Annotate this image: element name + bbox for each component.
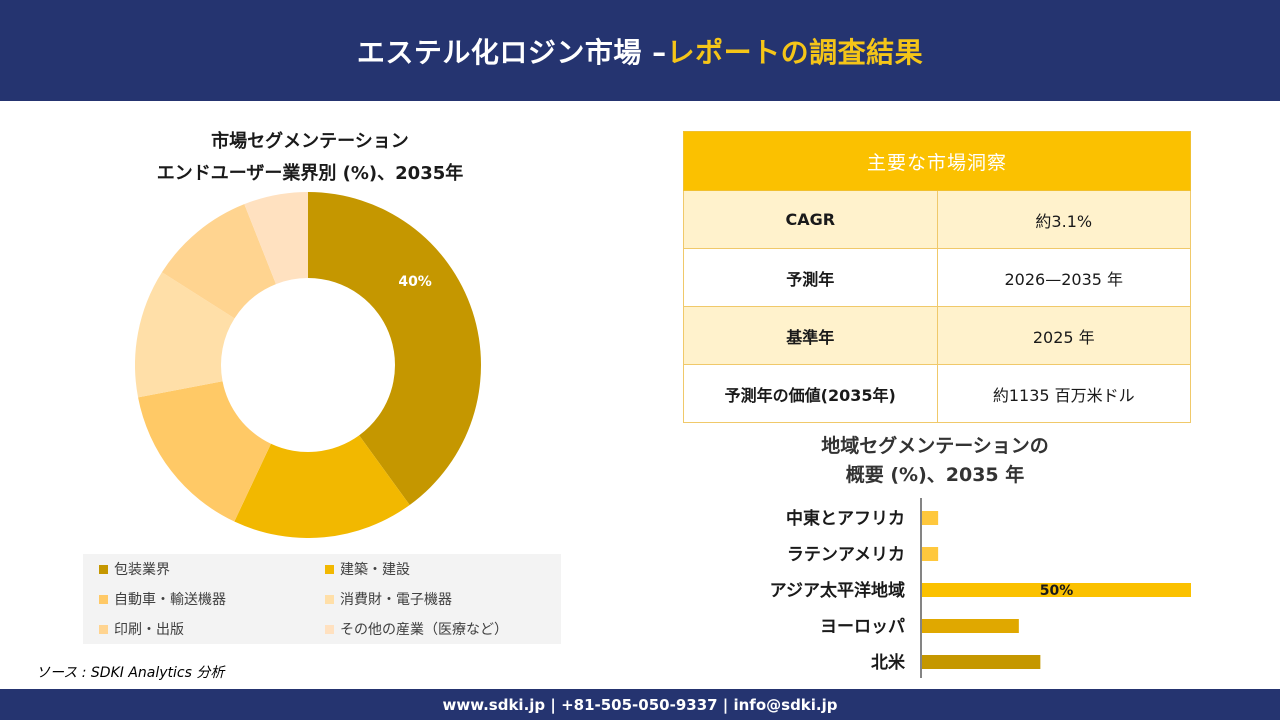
legend-label: 建築・建設 bbox=[340, 562, 410, 578]
page-title: エステル化ロジン市場 –レポートの調査結果 bbox=[357, 31, 923, 71]
donut-slice bbox=[161, 204, 276, 319]
table-row: 予測年の価値(2035年) 約1135 百万米ドル bbox=[683, 364, 1191, 423]
title-accent: レポートの調査結果 bbox=[666, 35, 924, 69]
legend-item: 建築・建設 bbox=[325, 554, 551, 584]
donut-slice bbox=[244, 192, 308, 285]
legend-label: 自動車・輸送機器 bbox=[114, 592, 226, 608]
header-banner: エステル化ロジン市場 –レポートの調査結果 bbox=[0, 0, 1280, 101]
bar-title-line1: 地域セグメンテーションの bbox=[821, 435, 1049, 457]
insight-key: CAGR bbox=[683, 190, 938, 249]
donut-slice bbox=[308, 192, 481, 505]
donut-title-line2: エンドユーザー業界別 (%)、2035年 bbox=[156, 163, 464, 184]
donut-slice bbox=[138, 381, 271, 522]
donut-chart-title: 市場セグメンテーション エンドユーザー業界別 (%)、2035年 bbox=[140, 126, 480, 190]
donut-chart-svg: 40% bbox=[135, 192, 481, 538]
legend-item: 印刷・出版 bbox=[99, 614, 325, 644]
insights-heading: 主要な市場洞察 bbox=[683, 131, 1191, 191]
legend-swatch bbox=[99, 624, 108, 634]
insight-value: 約3.1% bbox=[936, 190, 1191, 249]
insight-key: 予測年 bbox=[683, 248, 938, 307]
title-main: エステル化ロジン市場 – bbox=[356, 35, 667, 69]
donut-title-line1: 市場セグメンテーション bbox=[211, 131, 409, 152]
legend-item: 消費財・電子機器 bbox=[325, 584, 551, 614]
legend-label: 包装業界 bbox=[114, 562, 170, 578]
insight-value: 2026—2035 年 bbox=[936, 248, 1191, 307]
insight-value: 2025 年 bbox=[936, 306, 1191, 365]
donut-data-label: 40% bbox=[398, 274, 432, 290]
donut-slice bbox=[135, 272, 235, 398]
insight-value: 約1135 百万米ドル bbox=[936, 364, 1191, 423]
footer-contact[interactable]: www.sdki.jp | +81-505-050-9337 | info@sd… bbox=[442, 695, 838, 714]
bar-category-label: ヨーロッパ bbox=[820, 617, 905, 637]
donut-slice bbox=[234, 435, 410, 538]
legend-swatch bbox=[99, 564, 108, 574]
bar bbox=[922, 511, 939, 525]
source-note: ソース : SDKI Analytics 分析 bbox=[36, 665, 225, 681]
legend-label: 印刷・出版 bbox=[114, 622, 184, 638]
bar-title-line2: 概要 (%)、2035 年 bbox=[845, 464, 1025, 486]
donut-legend: 包装業界 建築・建設自動車・輸送機器 消費財・電子機器印刷・出版 その他の産業（医療な… bbox=[83, 554, 561, 644]
bar-category-label: 中東とアフリカ bbox=[786, 508, 905, 529]
bar-category-label: アジア太平洋地域 bbox=[770, 580, 905, 601]
legend-swatch bbox=[325, 594, 334, 604]
insight-key: 予測年の価値(2035年) bbox=[683, 364, 938, 423]
legend-item: その他の産業（医療など） bbox=[325, 614, 551, 644]
donut-chart: 40% bbox=[135, 192, 481, 538]
footer-banner: www.sdki.jp | +81-505-050-9337 | info@sd… bbox=[0, 689, 1280, 720]
bar-category-label: 北米 bbox=[871, 652, 906, 673]
table-row: CAGR 約3.1% bbox=[683, 190, 1191, 249]
bar-data-label: 50% bbox=[1040, 583, 1074, 599]
legend-item: 包装業界 bbox=[99, 554, 325, 584]
bar bbox=[922, 655, 1041, 669]
legend-swatch bbox=[325, 624, 334, 634]
legend-label: 消費財・電子機器 bbox=[340, 592, 452, 608]
bar bbox=[922, 583, 1191, 597]
bar bbox=[922, 619, 1019, 633]
legend-item: 自動車・輸送機器 bbox=[99, 584, 325, 614]
table-row: 基準年 2025 年 bbox=[683, 306, 1191, 365]
bar-category-label: ラテンアメリカ bbox=[787, 545, 905, 565]
regional-bar-chart: 中東とアフリカ ラテンアメリカアジア太平洋地域 50% ヨーロッパ北米 bbox=[700, 496, 1220, 682]
bar bbox=[922, 547, 939, 561]
legend-swatch bbox=[325, 564, 334, 574]
table-row: 予測年 2026—2035 年 bbox=[683, 248, 1191, 307]
legend-swatch bbox=[99, 594, 108, 604]
legend-label: その他の産業（医療など） bbox=[340, 622, 508, 638]
market-insights-table: 主要な市場洞察 CAGR 約3.1% 予測年 2026—2035 年 基準年 2… bbox=[683, 131, 1191, 423]
bar-chart-title: 地域セグメンテーションの 概要 (%)、2035 年 bbox=[770, 432, 1100, 490]
insight-key: 基準年 bbox=[683, 306, 938, 365]
